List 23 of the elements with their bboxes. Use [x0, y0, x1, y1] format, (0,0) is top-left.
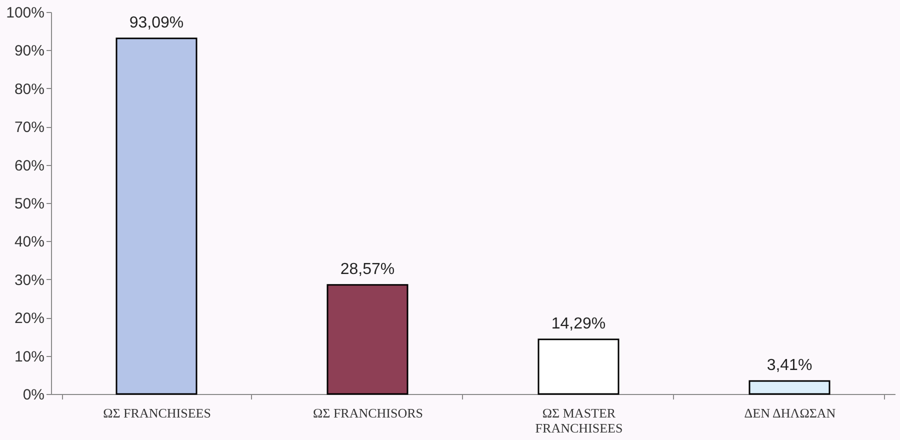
x-tick-label: ΔΕΝ ΔΗΛΩΣΑΝ [744, 406, 836, 420]
data-label: 3,41% [766, 356, 812, 374]
bar [538, 338, 620, 395]
y-tick-label: 80% [14, 80, 44, 98]
data-label: 14,29% [551, 315, 606, 332]
y-tick-label: 60% [14, 157, 44, 174]
data-label: 93,09% [129, 14, 184, 32]
y-tick-label: 50% [14, 196, 44, 212]
y-tick-label: 100% [6, 4, 44, 22]
x-tick-label: ΩΣ FRANCHISORS [312, 406, 424, 420]
bar [748, 380, 830, 395]
data-label: 28,57% [340, 260, 395, 278]
y-tick-label: 10% [14, 348, 44, 366]
y-tick-label: 0% [22, 386, 44, 404]
bar [116, 38, 198, 395]
y-tick-label: 90% [14, 42, 44, 60]
x-tick-label: ΩΣ FRANCHISEES [103, 406, 211, 420]
y-tick-label: 70% [14, 119, 44, 136]
bar [326, 284, 408, 395]
y-tick-label: 20% [14, 310, 44, 328]
x-tick-label: ΩΣ MASTER FRANCHISEES [535, 406, 623, 436]
y-tick-label: 30% [14, 272, 44, 289]
y-tick-label: 40% [14, 234, 44, 251]
